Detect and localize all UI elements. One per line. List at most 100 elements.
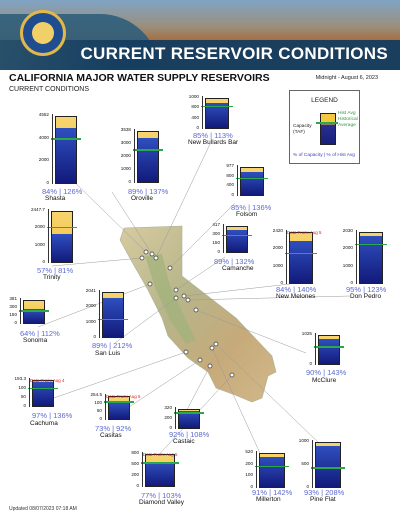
pine-flat-percent-stats: 93% | 208% bbox=[304, 488, 345, 497]
oroville-tick-label: 0 bbox=[128, 179, 131, 184]
new-bullards-bar-capacity-bar bbox=[205, 98, 229, 129]
don-pedro-tick-label: 2000 bbox=[342, 245, 353, 251]
mcclure-name-label: McClure bbox=[312, 377, 337, 384]
mcclure-y-axis bbox=[315, 333, 316, 365]
mcclure-tick-label: 0 bbox=[309, 361, 312, 366]
new-melones-storage-fill bbox=[290, 241, 312, 283]
folsom-y-axis bbox=[237, 165, 238, 196]
camanche-percent-stats: 89% | 132% bbox=[214, 257, 255, 266]
san-luis-tick-label: 0 bbox=[93, 334, 96, 339]
banner-title: CURRENT RESERVOIR CONDITIONS bbox=[80, 44, 388, 63]
castaic-capacity-bar bbox=[178, 409, 200, 429]
casitas-percent-stats: 73% | 92% bbox=[95, 424, 132, 433]
trinity-tick-label: 1000 bbox=[34, 241, 45, 247]
millerton-tick-label: 100 bbox=[245, 472, 253, 478]
pine-flat-hist-avg-line bbox=[311, 467, 345, 469]
legend-title: LEGEND bbox=[311, 97, 338, 104]
banner-stripe bbox=[0, 40, 400, 70]
new-bullards-bar-name-label: New Bullards Bar bbox=[188, 139, 239, 146]
trinity-hist-avg-line bbox=[47, 226, 77, 229]
mcclure-storage-fill bbox=[319, 338, 339, 364]
folsom-capacity-bar bbox=[240, 167, 264, 196]
millerton-tick-label: 200 bbox=[245, 460, 253, 466]
castaic-tick-label: 200 bbox=[164, 415, 172, 420]
cachuma-storage-fill bbox=[33, 381, 53, 406]
don-pedro-tick-label: 1000 bbox=[342, 262, 353, 268]
shasta-hist-avg-line bbox=[51, 138, 81, 140]
diamond-valley-tick-label: 0 bbox=[136, 483, 139, 488]
new-bullards-bar-y-axis bbox=[202, 96, 203, 129]
san-luis-capacity-bar bbox=[102, 292, 124, 338]
mcclure-hist-avg-line bbox=[314, 346, 344, 348]
casitas-y-axis bbox=[105, 394, 106, 420]
california-shape bbox=[119, 225, 277, 403]
cachuma-data-date-warning: Data From: Aug 4 bbox=[30, 378, 65, 383]
trinity-tick-label: 2447.7 bbox=[30, 207, 45, 212]
header-banner: CURRENT RESERVOIR CONDITIONS bbox=[0, 0, 400, 70]
sonoma-tick-label: 381 bbox=[9, 296, 17, 301]
diamond-valley-name-label: Diamond Valley bbox=[139, 499, 185, 506]
san-luis-y-axis bbox=[99, 290, 100, 338]
trinity-capacity-bar bbox=[51, 211, 73, 263]
folsom-storage-fill bbox=[241, 172, 263, 195]
casitas-capacity-bar bbox=[108, 396, 130, 420]
san-luis-name-label: San Luis bbox=[95, 350, 121, 357]
castaic-tick-label: 320 bbox=[164, 405, 172, 410]
shasta-tick-label: 0 bbox=[46, 180, 49, 185]
legend-capacity-label: Capacity (TAF) bbox=[293, 124, 312, 135]
camanche-name-label: Camanche bbox=[222, 265, 254, 272]
folsom-tick-label: 977 bbox=[226, 163, 234, 168]
camanche-tick-label: 417 bbox=[212, 222, 220, 227]
mcclure-percent-stats: 90% | 143% bbox=[306, 368, 347, 377]
san-luis-hist-avg-line bbox=[98, 318, 128, 321]
san-luis-tick-label: 1000 bbox=[85, 318, 96, 324]
cachuma-y-axis bbox=[29, 378, 30, 407]
sonoma-capacity-bar bbox=[23, 300, 45, 324]
san-luis-tick-label: 2041 bbox=[85, 288, 96, 293]
new-bullards-bar-hist-avg-line bbox=[201, 105, 233, 108]
trinity-tick-label: 0 bbox=[42, 259, 45, 264]
cachuma-tick-label: 50 bbox=[20, 394, 26, 399]
oroville-y-axis bbox=[134, 129, 135, 183]
san-luis-storage-fill bbox=[103, 297, 123, 337]
sonoma-tick-label: 0 bbox=[14, 320, 17, 325]
sonoma-percent-stats: 64% | 112% bbox=[20, 329, 60, 338]
central-valley bbox=[145, 254, 196, 344]
updated-timestamp: Updated 08/07/2023 07:18 AM bbox=[9, 506, 77, 512]
legend-hist-label: Hist Avg Historical Average bbox=[338, 111, 358, 128]
page-subtitle: CURRENT CONDITIONS bbox=[9, 86, 89, 93]
don-pedro-name-label: Don Pedro bbox=[350, 293, 382, 300]
new-bullards-bar-percent-stats: 85% | 113% bbox=[193, 131, 233, 140]
new-melones-tick-label: 0 bbox=[280, 280, 283, 285]
millerton-hist-avg-line bbox=[255, 465, 289, 468]
oroville-percent-stats: 89% | 137% bbox=[128, 187, 169, 196]
oroville-tick-label: 3000 bbox=[120, 140, 131, 145]
casitas-name-label: Casitas bbox=[100, 432, 122, 439]
report-date: Midnight - August 6, 2023 bbox=[315, 75, 378, 81]
sonoma-tick-label: 150 bbox=[9, 312, 17, 317]
casitas-storage-fill bbox=[109, 402, 129, 419]
camanche-tick-label: 0 bbox=[217, 249, 220, 254]
new-melones-percent-stats: 84% | 140% bbox=[276, 285, 317, 294]
cachuma-name-label: Cachuma bbox=[30, 420, 58, 427]
shasta-tick-label: 4552 bbox=[38, 112, 49, 117]
folsom-hist-avg-line bbox=[236, 177, 268, 180]
pine-flat-tick-label: 1000 bbox=[298, 438, 309, 443]
casitas-hist-avg-line bbox=[104, 401, 134, 403]
new-melones-tick-label: 1000 bbox=[272, 262, 283, 268]
diamond-valley-storage-fill bbox=[146, 462, 174, 486]
san-luis-tick-label: 2000 bbox=[85, 303, 96, 309]
pine-flat-storage-fill bbox=[316, 446, 340, 487]
casitas-tick-label: 50 bbox=[96, 408, 102, 413]
castaic-y-axis bbox=[175, 407, 176, 429]
diamond-valley-data-date-warning: Data From: Aug 5 bbox=[143, 452, 178, 457]
diamond-valley-hist-avg-line bbox=[141, 462, 179, 464]
shasta-name-label: Shasta bbox=[45, 195, 66, 202]
new-melones-hist-avg-line bbox=[285, 252, 317, 255]
shasta-tick-label: 2000 bbox=[38, 157, 49, 163]
cachuma-percent-stats: 97% | 136% bbox=[32, 411, 73, 420]
casitas-tick-label: 254.5 bbox=[90, 392, 103, 397]
mcclure-capacity-bar bbox=[318, 335, 340, 365]
camanche-tick-label: 150 bbox=[212, 240, 220, 245]
